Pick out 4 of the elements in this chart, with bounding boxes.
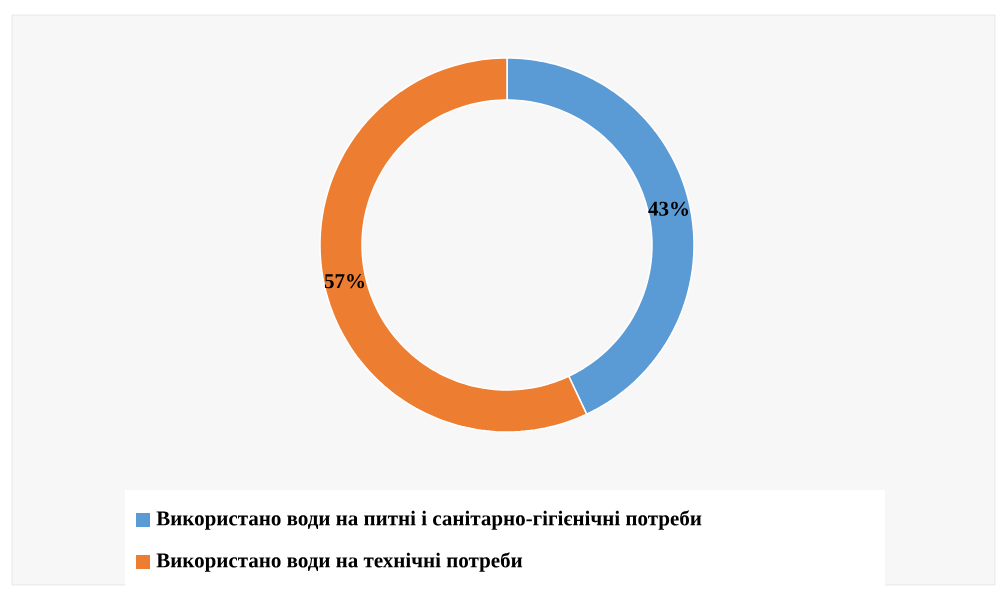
data-label: 43% — [648, 201, 689, 216]
legend-label: Використано води на питні і санітарно-гігієнічні потреби — [156, 510, 702, 530]
legend-label: Використано води на технічні потреби — [156, 552, 523, 572]
data-label: 57% — [324, 274, 365, 289]
